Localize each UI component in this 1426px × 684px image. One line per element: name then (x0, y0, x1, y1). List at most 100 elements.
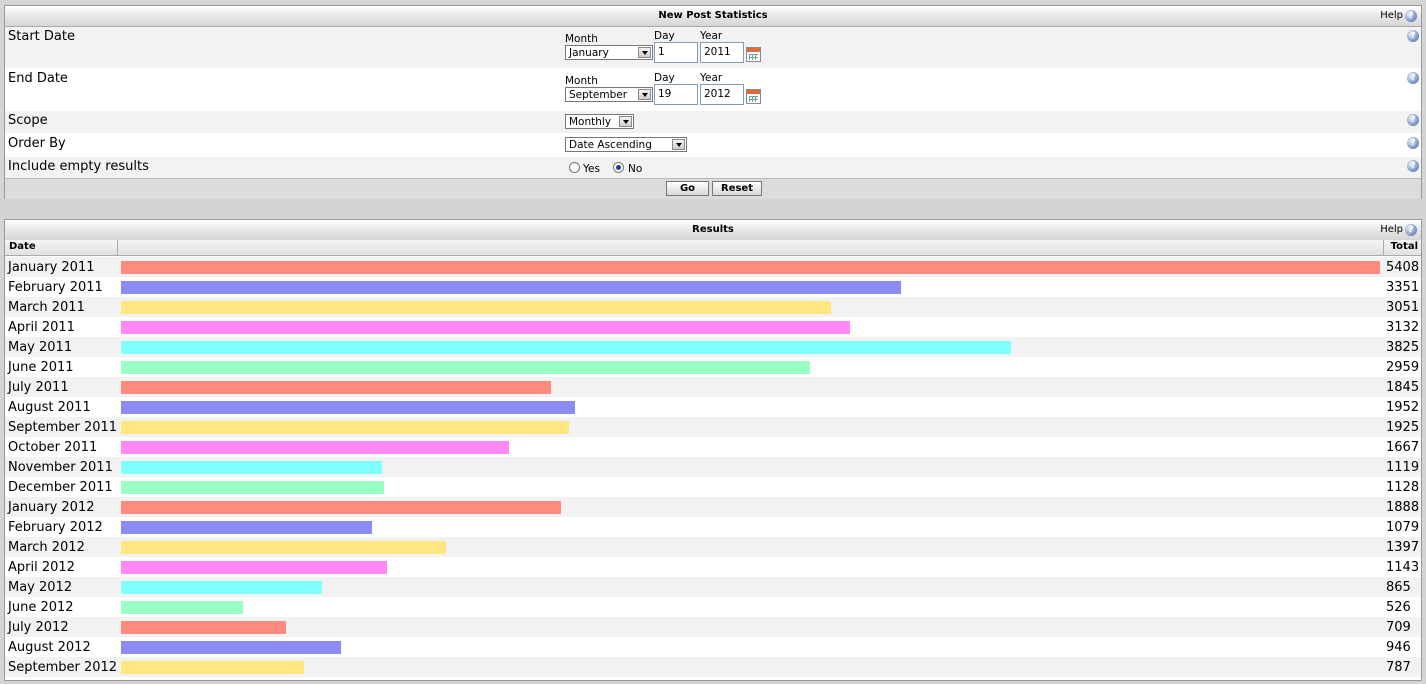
help-icon[interactable]: ? (1407, 30, 1419, 42)
row-total: 1952 (1386, 400, 1420, 415)
no-label[interactable]: No (628, 163, 643, 175)
yes-label[interactable]: Yes (583, 163, 600, 175)
help-icon[interactable]: ? (1407, 114, 1419, 126)
row-total: 1925 (1386, 420, 1420, 435)
row-bar (121, 581, 322, 594)
scope-select[interactable]: Monthly (565, 114, 634, 129)
row-date: July 2012 (8, 620, 69, 635)
row-date: January 2012 (8, 500, 95, 515)
row-total: 5408 (1386, 260, 1420, 275)
results-title: Results (692, 224, 734, 235)
row-date: December 2011 (8, 480, 113, 495)
row-date: March 2011 (8, 300, 85, 315)
end-year-value: 2012 (704, 88, 731, 100)
row-bar (121, 521, 372, 534)
results-panel: Results Help ? Date Total January 2011 54… (4, 219, 1422, 681)
chevron-down-icon[interactable] (638, 47, 651, 58)
start-month-select[interactable]: January (565, 45, 653, 60)
table-row: August 2011 1952 (5, 397, 1421, 417)
row-bar (121, 461, 382, 474)
statistics-help[interactable]: Help ? (1380, 6, 1417, 26)
total-column-header[interactable]: Total (1390, 241, 1418, 252)
row-bar (121, 561, 387, 574)
row-total: 1079 (1386, 520, 1420, 535)
no-radio[interactable] (613, 162, 624, 173)
empty-results-label: Include empty results (8, 159, 149, 174)
row-total: 3825 (1386, 340, 1420, 355)
scope-label: Scope (8, 113, 48, 128)
calendar-icon[interactable] (746, 89, 761, 104)
end-date-row: End Date Month Day Year September 19 201… (5, 69, 1421, 111)
reset-button[interactable]: Reset (712, 181, 762, 196)
order-by-label: Order By (8, 136, 66, 151)
row-date: August 2011 (8, 400, 91, 415)
table-row: August 2012 946 (5, 637, 1421, 657)
start-day-input[interactable]: 1 (654, 42, 698, 63)
chevron-down-icon[interactable] (638, 89, 651, 100)
help-icon[interactable]: ? (1405, 10, 1417, 22)
row-bar (121, 261, 1380, 274)
end-day-input[interactable]: 19 (654, 84, 698, 105)
row-date: February 2011 (8, 280, 103, 295)
year-caption: Year (700, 30, 723, 42)
column-divider (1383, 240, 1384, 255)
row-total: 1128 (1386, 480, 1420, 495)
row-bar (121, 621, 286, 634)
row-total: 1888 (1386, 500, 1420, 515)
table-row: March 2011 3051 (5, 297, 1421, 317)
end-date-label: End Date (8, 71, 68, 86)
row-bar (121, 381, 551, 394)
day-caption: Day (654, 30, 675, 42)
row-date: February 2012 (8, 520, 103, 535)
end-month-value: September (569, 89, 628, 101)
statistics-title: New Post Statistics (658, 10, 768, 21)
row-date: January 2011 (8, 260, 95, 275)
row-date: November 2011 (8, 460, 113, 475)
table-row: April 2011 3132 (5, 317, 1421, 337)
date-column-header[interactable]: Date (9, 241, 36, 252)
row-total: 709 (1386, 620, 1411, 635)
table-row: December 2011 1128 (5, 477, 1421, 497)
row-bar (121, 401, 575, 414)
table-row: March 2012 1397 (5, 537, 1421, 557)
row-date: October 2011 (8, 440, 98, 455)
row-bar (121, 481, 384, 494)
month-caption: Month (565, 33, 598, 45)
table-row: April 2012 1143 (5, 557, 1421, 577)
help-label[interactable]: Help (1380, 224, 1403, 235)
row-total: 865 (1386, 580, 1411, 595)
row-bar (121, 301, 831, 314)
yes-radio[interactable] (569, 162, 580, 173)
help-icon[interactable]: ? (1407, 137, 1419, 149)
results-help[interactable]: Help ? (1380, 220, 1417, 240)
row-date: March 2012 (8, 540, 85, 555)
help-icon[interactable]: ? (1407, 160, 1419, 172)
start-year-input[interactable]: 2011 (700, 42, 744, 63)
calendar-icon[interactable] (746, 47, 761, 62)
table-row: July 2011 1845 (5, 377, 1421, 397)
chevron-down-icon[interactable] (619, 116, 632, 127)
empty-results-row: Include empty results Yes No ? (5, 157, 1421, 180)
month-caption: Month (565, 75, 598, 87)
year-caption: Year (700, 72, 723, 84)
table-row: May 2011 3825 (5, 337, 1421, 357)
table-row: July 2012 709 (5, 617, 1421, 637)
go-button[interactable]: Go (666, 181, 709, 196)
help-label[interactable]: Help (1380, 10, 1403, 21)
end-month-select[interactable]: September (565, 87, 653, 102)
table-row: October 2011 1667 (5, 437, 1421, 457)
row-bar (121, 541, 446, 554)
statistics-header: New Post Statistics Help ? (5, 6, 1421, 27)
end-year-input[interactable]: 2012 (700, 84, 744, 105)
row-total: 1119 (1386, 460, 1420, 475)
help-icon[interactable]: ? (1407, 72, 1419, 84)
column-divider (117, 240, 118, 255)
chevron-down-icon[interactable] (672, 139, 685, 150)
order-by-value: Date Ascending (569, 139, 652, 151)
row-total: 1667 (1386, 440, 1420, 455)
help-icon[interactable]: ? (1405, 224, 1417, 236)
table-row: January 2011 5408 (5, 257, 1421, 277)
start-year-value: 2011 (704, 46, 731, 58)
row-bar (121, 321, 850, 334)
order-by-select[interactable]: Date Ascending (565, 137, 687, 152)
